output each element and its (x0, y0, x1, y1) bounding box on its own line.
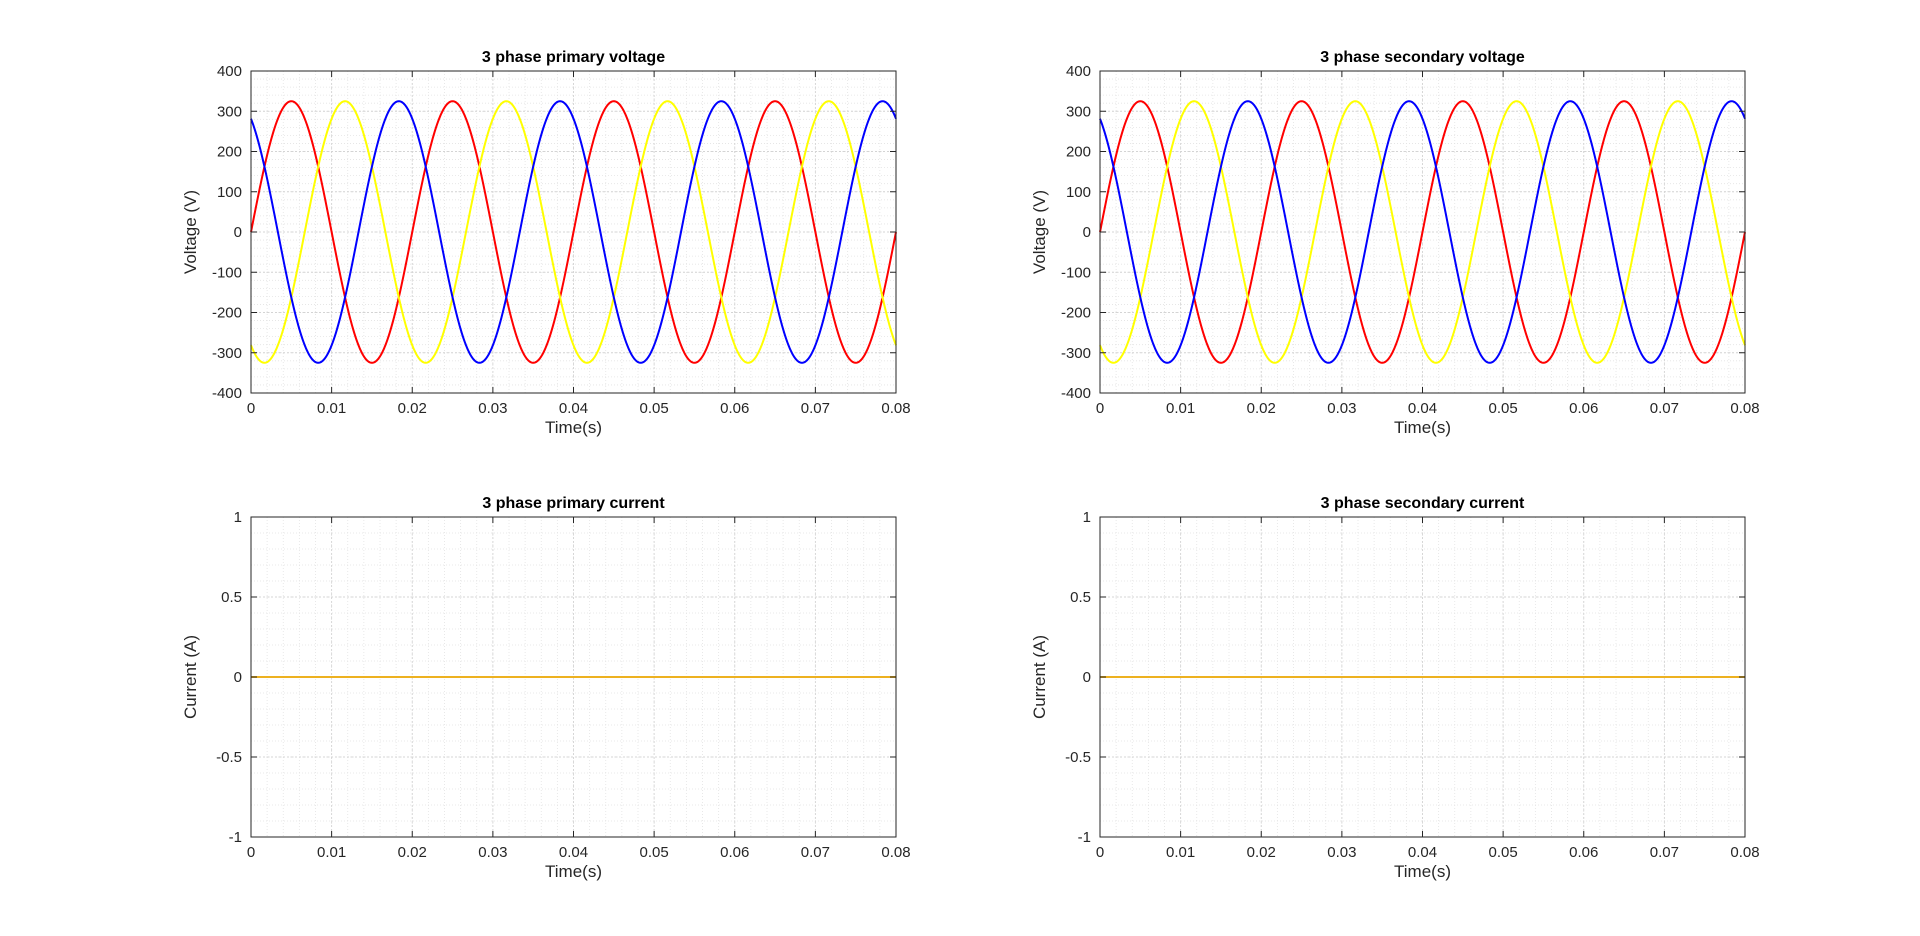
y-tick-label: 200 (1066, 144, 1091, 161)
y-tick-label: -100 (1061, 264, 1091, 281)
x-tick-label: 0.03 (1327, 400, 1356, 417)
y-tick-label: 0 (234, 224, 242, 241)
x-tick-label: 0.08 (881, 844, 910, 861)
x-tick-label: 0.05 (640, 844, 669, 861)
y-tick-label: -300 (1061, 345, 1091, 362)
x-tick-label: 0.02 (1247, 400, 1276, 417)
x-axis-label: Time(s) (1394, 862, 1451, 881)
series-group (1099, 100, 1746, 364)
x-tick-label: 0.03 (478, 844, 507, 861)
y-tick-label: -300 (212, 345, 242, 362)
y-tick-label: 1 (1083, 509, 1091, 526)
x-tick-label: 0.01 (1166, 844, 1195, 861)
y-tick-label: -0.5 (1065, 749, 1091, 766)
y-axis-label: Voltage (V) (181, 190, 200, 274)
x-tick-label: 0.03 (1327, 844, 1356, 861)
x-tick-label: 0.08 (1730, 400, 1759, 417)
y-tick-label: 0.5 (1070, 589, 1091, 606)
x-tick-label: 0 (247, 400, 255, 417)
axes-panel-3: 0 0.01 0.02 0.03 0.04 0.05 0.06 0.07 0.08 -1 -0.5 0… (181, 495, 911, 881)
y-tick-label: 300 (1066, 103, 1091, 120)
x-tick-label: 0.04 (1408, 844, 1437, 861)
x-tick-label: 0 (1096, 400, 1104, 417)
y-axis-label: Current (A) (1030, 635, 1049, 719)
y-tick-label: 0.5 (221, 589, 242, 606)
x-tick-label: 0.06 (1569, 844, 1598, 861)
y-tick-label: 400 (217, 63, 242, 80)
series-line-1 (1099, 100, 1746, 364)
x-tick-label: 0.02 (1247, 844, 1276, 861)
series-line-3 (250, 100, 897, 364)
y-tick-label: 0 (1083, 669, 1091, 686)
y-tick-label: -1 (1078, 829, 1091, 846)
y-tick-label: 200 (217, 144, 242, 161)
series-line-2 (1099, 100, 1746, 364)
x-tick-label: 0.06 (720, 400, 749, 417)
series-line-1 (250, 100, 897, 364)
x-tick-label: 0.01 (317, 400, 346, 417)
chart-title: 3 phase primary voltage (482, 49, 665, 66)
series-line-2 (250, 100, 897, 364)
chart-title: 3 phase secondary voltage (1320, 49, 1525, 66)
tick-marks (1099, 70, 1746, 394)
x-tick-label: 0.07 (1650, 844, 1679, 861)
tick-marks (1099, 516, 1746, 838)
tick-marks (250, 516, 897, 838)
y-tick-label: 1 (234, 509, 242, 526)
y-tick-label: 0 (234, 669, 242, 686)
x-tick-label: 0.05 (1489, 400, 1518, 417)
x-tick-label: 0.08 (1730, 844, 1759, 861)
y-tick-label: -400 (1061, 385, 1091, 402)
axes-panel-2: 0 0.01 0.02 0.03 0.04 0.05 0.06 0.07 0.08 -400 -30… (1030, 49, 1760, 437)
x-axis-label: Time(s) (545, 862, 602, 881)
x-tick-label: 0.02 (398, 844, 427, 861)
axes-panel-4: 0 0.01 0.02 0.03 0.04 0.05 0.06 0.07 0.08 -1 -0.5 0… (1030, 495, 1760, 881)
x-tick-label: 0.08 (881, 400, 910, 417)
tick-marks (250, 70, 897, 394)
y-tick-label: 400 (1066, 63, 1091, 80)
series-line-3 (1099, 100, 1746, 364)
x-tick-label: 0.07 (801, 844, 830, 861)
y-tick-label: -0.5 (216, 749, 242, 766)
y-tick-label: 0 (1083, 224, 1091, 241)
y-tick-label: -100 (212, 264, 242, 281)
x-tick-label: 0 (1096, 844, 1104, 861)
y-axis-label: Current (A) (181, 635, 200, 719)
x-tick-label: 0.04 (559, 844, 588, 861)
x-tick-label: 0.06 (1569, 400, 1598, 417)
x-tick-label: 0.04 (1408, 400, 1437, 417)
y-axis-label: Voltage (V) (1030, 190, 1049, 274)
series-group (250, 100, 897, 364)
y-tick-label: 100 (217, 184, 242, 201)
x-tick-label: 0.05 (1489, 844, 1518, 861)
x-axis-label: Time(s) (1394, 418, 1451, 437)
x-tick-label: 0 (247, 844, 255, 861)
y-tick-label: -1 (229, 829, 242, 846)
y-tick-label: -400 (212, 385, 242, 402)
x-tick-label: 0.05 (640, 400, 669, 417)
chart-title: 3 phase primary current (482, 495, 665, 512)
x-tick-label: 0.01 (1166, 400, 1195, 417)
x-tick-label: 0.07 (1650, 400, 1679, 417)
y-tick-label: 300 (217, 103, 242, 120)
y-tick-label: 100 (1066, 184, 1091, 201)
x-axis-label: Time(s) (545, 418, 602, 437)
chart-title: 3 phase secondary current (1321, 495, 1525, 512)
y-tick-label: -200 (1061, 305, 1091, 322)
x-tick-label: 0.04 (559, 400, 588, 417)
x-tick-label: 0.02 (398, 400, 427, 417)
x-tick-label: 0.01 (317, 844, 346, 861)
y-tick-label: -200 (212, 305, 242, 322)
axes-panel-1: 0 0.01 0.02 0.03 0.04 0.05 0.06 0.07 0.08 -400 -30… (181, 49, 911, 437)
x-tick-label: 0.03 (478, 400, 507, 417)
x-tick-label: 0.07 (801, 400, 830, 417)
x-tick-label: 0.06 (720, 844, 749, 861)
